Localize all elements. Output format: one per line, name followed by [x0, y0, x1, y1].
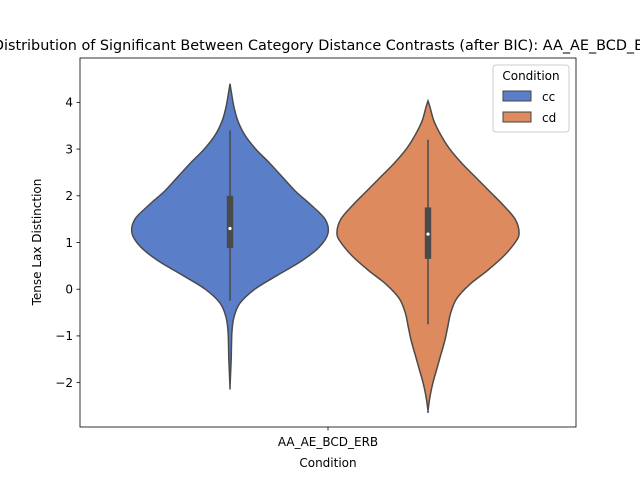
y-tick-label: 3	[65, 142, 73, 156]
violin-layer	[130, 83, 520, 414]
y-tick-label: 2	[65, 189, 73, 203]
x-axis: AA_AE_BCD_ERB	[278, 427, 378, 449]
y-tick-label: 0	[65, 283, 73, 297]
legend-label-cd: cd	[542, 111, 556, 125]
legend-title: Condition	[502, 69, 559, 83]
median-point-cd	[426, 232, 430, 236]
median-point-cc	[228, 226, 232, 231]
legend-swatch-cc	[502, 90, 532, 102]
y-tick-label: −1	[55, 329, 73, 343]
legend-label-cc: cc	[542, 90, 555, 104]
y-tick-label: 4	[65, 96, 73, 110]
y-axis-label: Tense Lax Distinction	[30, 179, 44, 307]
legend: Condition cc cd	[492, 64, 570, 133]
x-tick-label: AA_AE_BCD_ERB	[278, 435, 378, 449]
legend-swatch-cd	[502, 111, 532, 123]
y-tick-label: 1	[65, 236, 73, 250]
x-axis-label: Condition	[299, 456, 356, 470]
y-tick-label: −2	[55, 376, 73, 390]
y-axis: −2 −1 0 1 2 3 4	[55, 96, 80, 390]
chart-title: Distribution of Significant Between Cate…	[0, 38, 640, 54]
iqr-box-cc	[226, 195, 234, 249]
